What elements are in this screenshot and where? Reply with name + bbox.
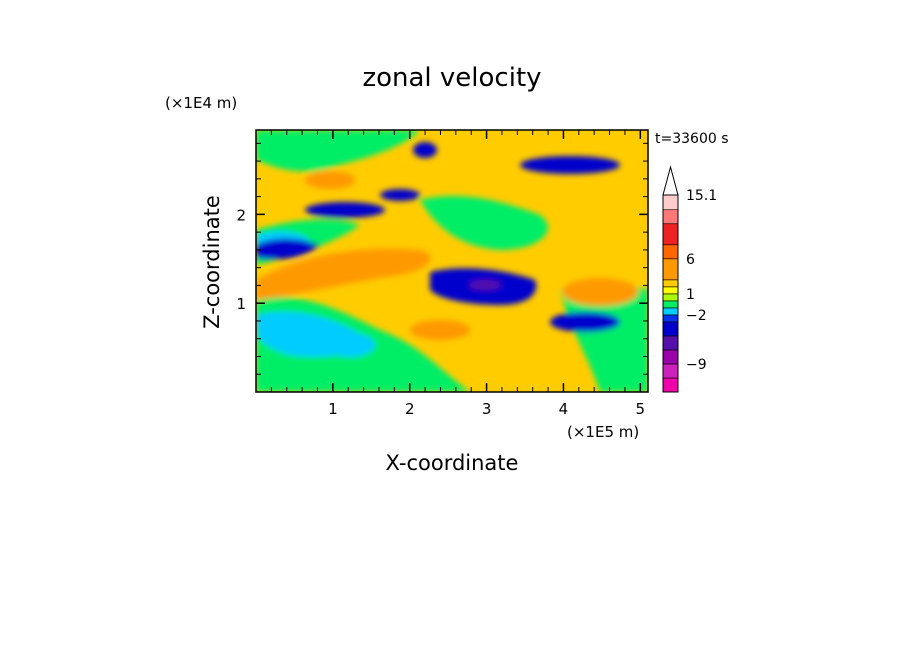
x-axis-title: X-coordinate (386, 451, 519, 475)
x-tick-label: 3 (482, 400, 492, 418)
plot-frame (255, 129, 649, 393)
colorbar-band (662, 314, 679, 323)
colorbar-arrow (662, 165, 679, 196)
field-orange-ridge (256, 248, 431, 300)
y-unit-label: (×1E4 m) (165, 94, 237, 112)
colorbar-band (662, 349, 679, 365)
field-green-top (256, 130, 420, 172)
field-purple-core (469, 280, 501, 290)
colorbar-label: −9 (686, 357, 707, 373)
field-orange-center (410, 320, 470, 340)
chart-title: zonal velocity (362, 63, 541, 93)
field-blue-top-right (520, 156, 620, 174)
field-blue-right (550, 312, 620, 332)
colorbar-band (662, 300, 679, 309)
velocity-field (256, 130, 648, 392)
colorbar-label: 6 (686, 252, 695, 268)
x-tick-label: 2 (405, 400, 415, 418)
y-tick-label: 2 (236, 206, 246, 224)
field-blue-upper-mid (380, 189, 420, 201)
colorbar-band (662, 209, 679, 225)
field-blue-left (256, 238, 320, 260)
colorbar-band (662, 194, 679, 211)
colorbar-band (662, 244, 679, 260)
y-axis-title: Z-coordinate (200, 195, 224, 329)
colorbar-band (662, 258, 679, 281)
colorbar-band (662, 286, 679, 295)
axis-ticks: 1 2 3 4 5 1 2 (236, 130, 648, 418)
colorbar-band (662, 335, 679, 351)
field-cyan-blob (325, 333, 375, 357)
field-blue-small (413, 142, 437, 158)
field-orange-right (562, 278, 638, 306)
x-unit-label: (×1E5 m) (567, 423, 639, 441)
colorbar-band (662, 307, 679, 316)
x-tick-label: 5 (636, 400, 646, 418)
time-label: t=33600 s (655, 131, 729, 147)
field-green-center (420, 195, 548, 250)
colorbar-band (662, 363, 679, 379)
colorbar-label: 1 (686, 287, 695, 303)
colorbar-label: 15.1 (686, 188, 717, 204)
x-tick-label: 1 (328, 400, 338, 418)
colorbar: 15.1 6 1 −2 −9 (662, 188, 717, 393)
colorbar-band (662, 279, 679, 288)
y-tick-label: 1 (236, 295, 246, 313)
field-orange-upper (305, 171, 355, 189)
colorbar-label: −2 (686, 308, 707, 324)
colorbar-band (662, 293, 679, 302)
colorbar-band (662, 223, 679, 246)
field-blue-upper-left (305, 202, 385, 218)
field-green-right (560, 284, 648, 392)
colorbar-band (662, 321, 679, 337)
colorbar-band (662, 377, 679, 393)
x-tick-label: 4 (559, 400, 569, 418)
